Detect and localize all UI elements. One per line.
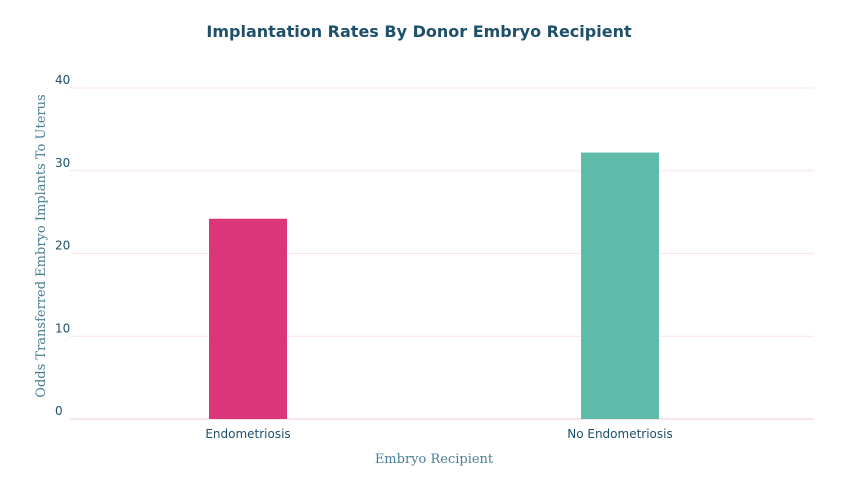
bars xyxy=(209,152,659,420)
chart-title: Implantation Rates By Donor Embryo Recip… xyxy=(206,22,632,41)
x-tick-label: No Endometriosis xyxy=(567,427,673,441)
bar-no-endometriosis[interactable] xyxy=(581,152,659,420)
x-tick-labels: Endometriosis No Endometriosis xyxy=(205,427,672,441)
y-tick-label: 0 xyxy=(55,404,63,418)
y-tick-label: 30 xyxy=(55,156,70,170)
x-tick-label: Endometriosis xyxy=(205,427,290,441)
y-tick-label: 20 xyxy=(55,239,70,253)
y-axis-title: Odds Transferred Embryo Implants To Uter… xyxy=(34,94,49,397)
y-tick-label: 10 xyxy=(55,321,70,335)
bar-endometriosis[interactable] xyxy=(209,218,287,419)
gridlines xyxy=(70,87,814,420)
y-tick-labels: 0 10 20 30 40 xyxy=(55,73,70,418)
y-tick-label: 40 xyxy=(55,73,70,87)
x-axis-title: Embryo Recipient xyxy=(375,452,494,467)
